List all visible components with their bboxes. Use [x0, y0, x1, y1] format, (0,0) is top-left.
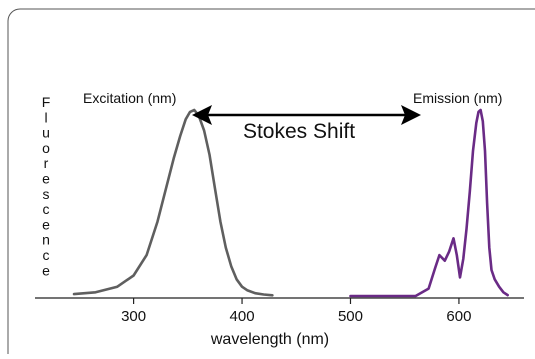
x-axis-label: wavelength (nm): [210, 331, 329, 348]
y-axis-label-letter: r: [44, 155, 49, 171]
y-axis-label-letter: s: [43, 186, 50, 202]
stokes-shift-label: Stokes Shift: [243, 120, 355, 143]
arrow-head-right-icon: [401, 105, 421, 125]
stokes-shift-arrow: [192, 105, 421, 125]
x-tick-label: 600: [446, 308, 471, 325]
y-axis-label-letter: n: [42, 232, 50, 248]
series-line-emission: [349, 108, 509, 298]
y-axis-label-letter: c: [43, 201, 50, 217]
x-axis-ticks: 300 400 500 600: [121, 298, 471, 325]
panel-border: [7, 8, 535, 359]
series-label-emission: Emission (nm): [413, 90, 502, 106]
y-axis-label-letter: F: [42, 94, 51, 110]
y-axis-label-letter: e: [42, 171, 50, 187]
y-axis-label-letter: u: [42, 125, 50, 141]
y-axis-label-letter: e: [42, 262, 50, 278]
y-axis-label-letter: l: [44, 109, 47, 125]
y-axis-label-letter: o: [42, 140, 50, 156]
y-axis-label-letter: c: [43, 247, 50, 263]
series-label-excitation: Excitation (nm): [83, 90, 176, 106]
x-tick-label: 500: [338, 308, 363, 325]
x-tick-label: 400: [230, 308, 255, 325]
arrow-head-left-icon: [192, 105, 212, 125]
x-tick-label: 300: [121, 308, 146, 325]
y-axis-label-letter: e: [42, 216, 50, 232]
